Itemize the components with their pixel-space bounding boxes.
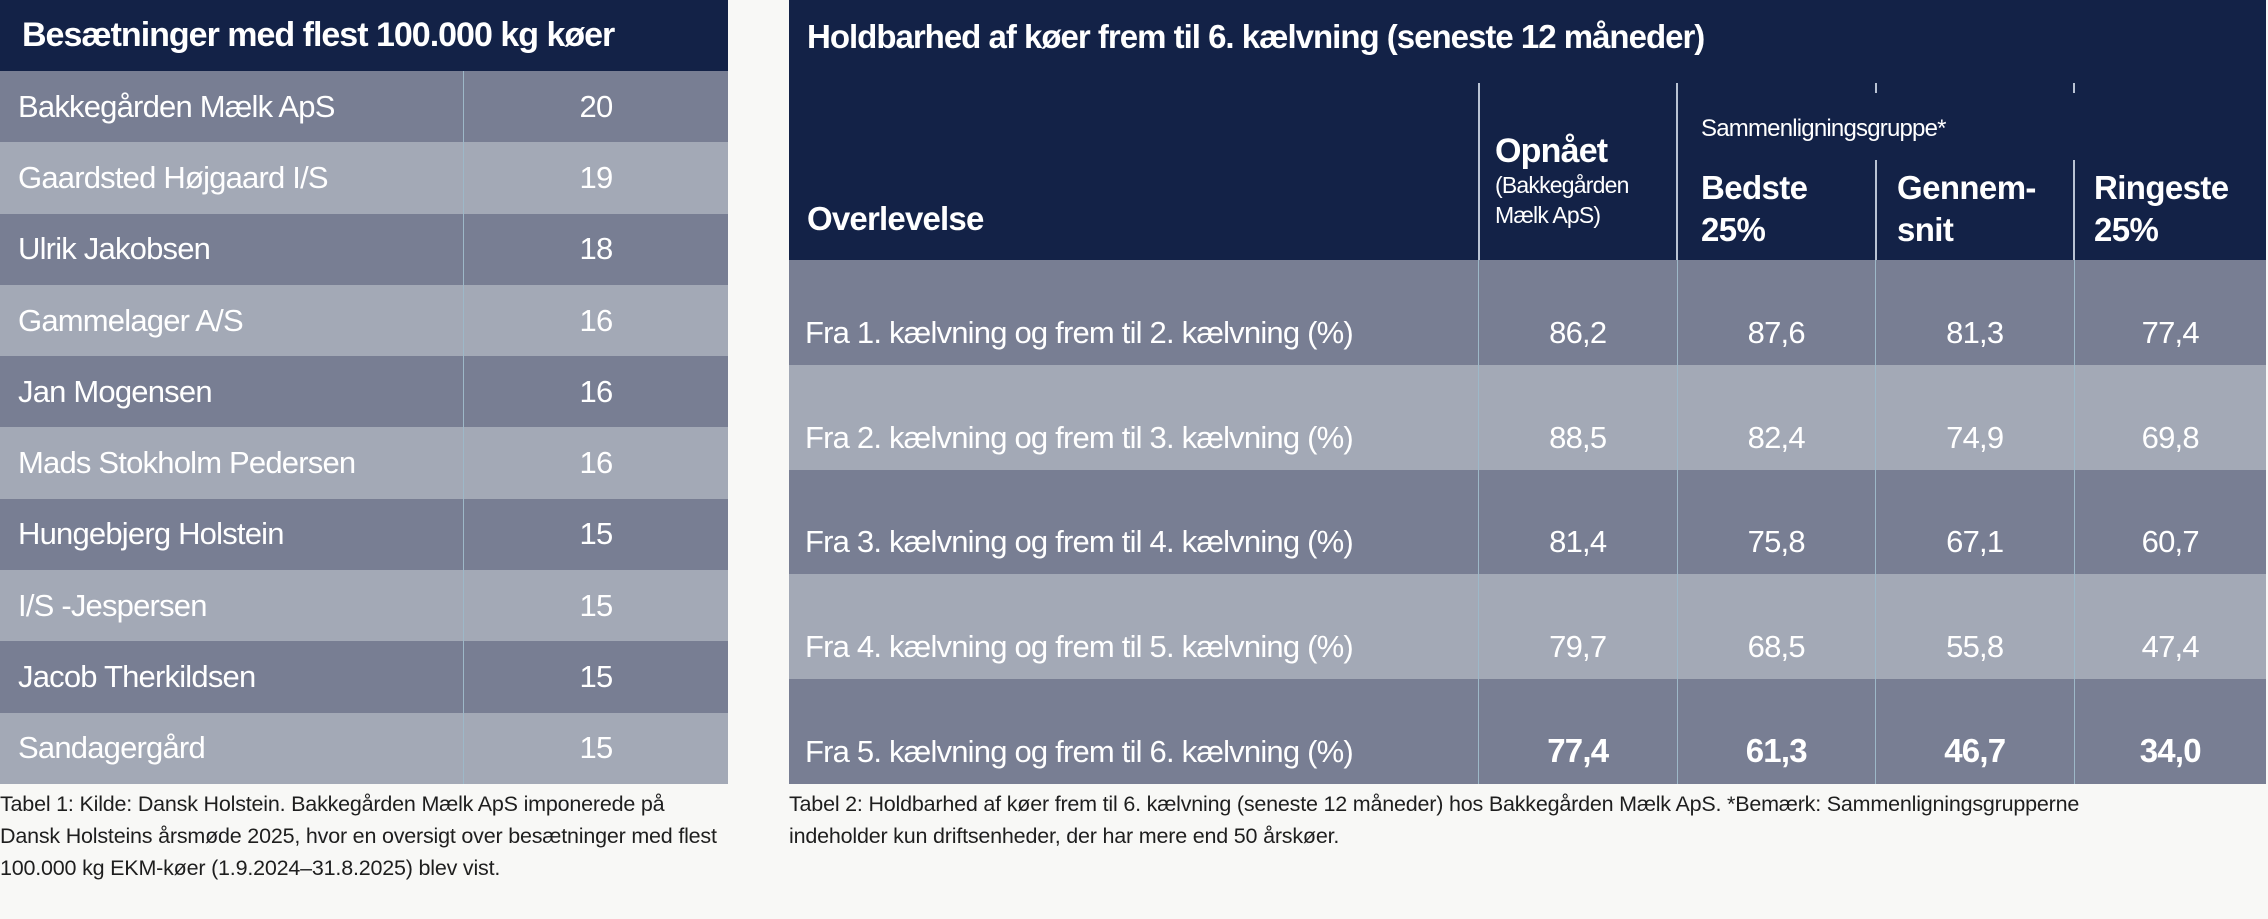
header-comparison-group: Sammenligningsgruppe*	[1701, 115, 1947, 142]
column-divider	[1478, 83, 1480, 260]
header-best-25: Bedste 25%	[1701, 169, 1808, 248]
herd-name: Gaardsted Højgaard I/S	[0, 142, 464, 214]
value-average: 55,8	[1876, 574, 2075, 680]
value-average: 74,9	[1876, 364, 2075, 470]
value-best: 61,3	[1678, 679, 1876, 784]
herd-name: Sandagergård	[0, 712, 464, 784]
table-row: I/S -Jespersen 15	[0, 570, 728, 642]
herd-name: Ulrik Jakobsen	[0, 213, 464, 285]
value-worst: 34,0	[2139, 731, 2202, 769]
value-average: 67,1	[1876, 469, 2075, 575]
herd-count: 16	[579, 302, 614, 338]
herd-count: 15	[579, 516, 614, 552]
herd-name: Jan Mogensen	[0, 356, 464, 428]
header-opnaet-label: Opnået	[1495, 132, 1608, 170]
value-average: 46,7	[1876, 679, 2075, 784]
column-divider	[1875, 160, 1877, 260]
table-row: Ulrik Jakobsen 18	[0, 213, 728, 285]
table-row: Jan Mogensen 16	[0, 356, 728, 428]
herd-name: Bakkegården Mælk ApS	[0, 71, 464, 143]
herd-name: Mads Stokholm Pedersen	[0, 427, 464, 499]
herd-name: Gammelager A/S	[0, 284, 464, 357]
column-divider	[1676, 83, 1678, 260]
herd-name: Hungebjerg Holstein	[0, 498, 464, 571]
row-label: Fra 1. kælvning og frem til 2. kælvning …	[789, 260, 1479, 365]
row-label: Fra 2. kælvning og frem til 3. kælvning …	[789, 364, 1479, 470]
herd-count: 20	[579, 88, 614, 124]
herd-count: 15	[579, 587, 614, 623]
longevity-table: Holdbarhed af køer frem til 6. kælvning …	[789, 0, 2266, 784]
table-row: Gammelager A/S 16	[0, 284, 728, 357]
value-worst: 60,7	[2141, 524, 2200, 560]
row-label: Fra 4. kælvning og frem til 5. kælvning …	[789, 574, 1479, 680]
herd-name: I/S -Jespersen	[0, 570, 464, 642]
herd-count: 16	[579, 445, 614, 481]
table-row: Fra 1. kælvning og frem til 2. kælvning …	[789, 260, 2266, 365]
table-row: Fra 2. kælvning og frem til 3. kælvning …	[789, 364, 2266, 470]
top-herds-table: Besætninger med flest 100.000 kg køer Ba…	[0, 0, 728, 784]
value-best: 68,5	[1678, 574, 1876, 680]
longevity-title: Holdbarhed af køer frem til 6. kælvning …	[807, 18, 1705, 55]
table-row: Gaardsted Højgaard I/S 19	[0, 142, 728, 214]
header-overlevelse: Overlevelse	[807, 200, 984, 237]
longevity-table-header: Holdbarhed af køer frem til 6. kælvning …	[789, 0, 2266, 260]
table-row: Fra 4. kælvning og frem til 5. kælvning …	[789, 574, 2266, 680]
table-row: Mads Stokholm Pedersen 16	[0, 427, 728, 499]
table-row: Bakkegården Mælk ApS 20	[0, 71, 728, 143]
column-divider-tick	[2073, 83, 2075, 93]
herd-count: 15	[579, 659, 614, 695]
column-divider	[2073, 160, 2075, 260]
herd-count: 16	[579, 373, 614, 409]
header-opnaet: Opnået (Bakkegården Mælk ApS)	[1495, 132, 1665, 230]
value-best: 75,8	[1678, 469, 1876, 575]
header-opnaet-sub: (Bakkegården Mælk ApS)	[1495, 172, 1629, 228]
herd-name: Jacob Therkildsen	[0, 641, 464, 713]
value-opnaet: 86,2	[1479, 260, 1678, 365]
column-divider-tick	[1875, 83, 1877, 93]
value-average: 81,3	[1876, 260, 2075, 365]
row-label: Fra 3. kælvning og frem til 4. kælvning …	[789, 469, 1479, 575]
value-opnaet: 79,7	[1479, 574, 1678, 680]
value-best: 87,6	[1678, 260, 1876, 365]
table-2-caption: Tabel 2: Holdbarhed af køer frem til 6. …	[789, 792, 2080, 848]
herd-count: 15	[579, 730, 614, 766]
value-opnaet: 88,5	[1479, 364, 1678, 470]
table-row: Fra 3. kælvning og frem til 4. kælvning …	[789, 469, 2266, 575]
top-herds-title: Besætninger med flest 100.000 kg køer	[0, 0, 728, 71]
value-opnaet: 77,4	[1479, 679, 1678, 784]
value-best: 82,4	[1678, 364, 1876, 470]
table-row: Fra 5. kælvning og frem til 6. kælvning …	[789, 679, 2266, 784]
value-worst: 47,4	[2141, 629, 2200, 665]
table-row: Jacob Therkildsen 15	[0, 641, 728, 713]
table-1-caption: Tabel 1: Kilde: Dansk Holstein. Bakkegår…	[0, 792, 717, 880]
header-average: Gennem-snit	[1897, 169, 2036, 248]
herd-count: 18	[579, 231, 614, 267]
herd-count: 19	[579, 159, 614, 195]
value-worst: 77,4	[2141, 314, 2200, 350]
header-worst-25: Ringeste 25%	[2094, 169, 2229, 248]
table-row: Sandagergård 15	[0, 712, 728, 784]
value-opnaet: 81,4	[1479, 469, 1678, 575]
value-worst: 69,8	[2141, 419, 2200, 455]
row-label: Fra 5. kælvning og frem til 6. kælvning …	[789, 679, 1479, 784]
table-row: Hungebjerg Holstein 15	[0, 498, 728, 571]
